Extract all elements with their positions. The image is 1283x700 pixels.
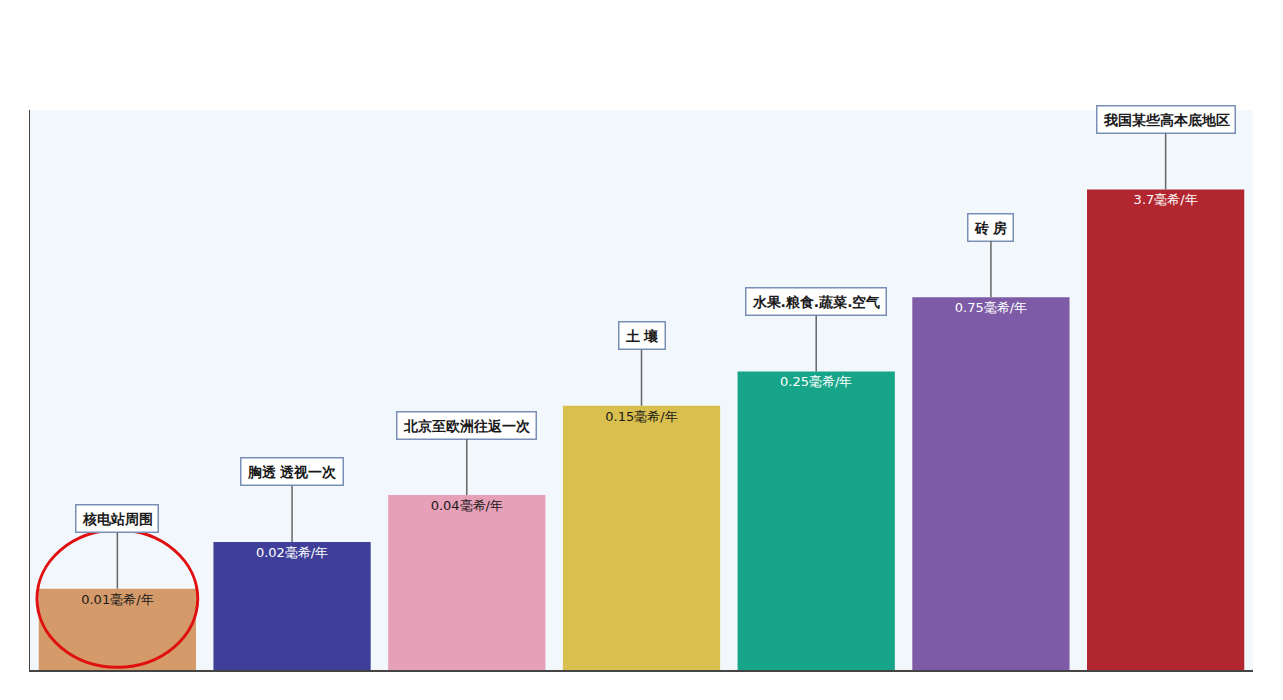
svg-text:水果.粮食.蔬菜.空气: 水果.粮食.蔬菜.空气 [752, 294, 881, 310]
svg-text:北京至欧洲往返一次: 北京至欧洲往返一次 [403, 418, 531, 434]
svg-text:3.7毫希/年: 3.7毫希/年 [1134, 192, 1198, 207]
svg-text:0.04毫希/年: 0.04毫希/年 [431, 498, 503, 513]
svg-text:0.15毫希/年: 0.15毫希/年 [605, 409, 677, 424]
svg-text:0.75毫希/年: 0.75毫希/年 [955, 300, 1027, 315]
svg-text:我国某些高本底地区: 我国某些高本底地区 [1103, 112, 1230, 128]
svg-text:0.02毫希/年: 0.02毫希/年 [256, 545, 328, 560]
svg-text:0.25毫希/年: 0.25毫希/年 [780, 374, 852, 389]
svg-text:土 壤: 土 壤 [625, 328, 660, 344]
svg-text:砖 房: 砖 房 [974, 220, 1008, 236]
svg-text:胸透 透视一次: 胸透 透视一次 [247, 464, 338, 480]
svg-text:0.01毫希/年: 0.01毫希/年 [81, 592, 153, 607]
svg-text:核电站周围: 核电站周围 [82, 511, 153, 527]
